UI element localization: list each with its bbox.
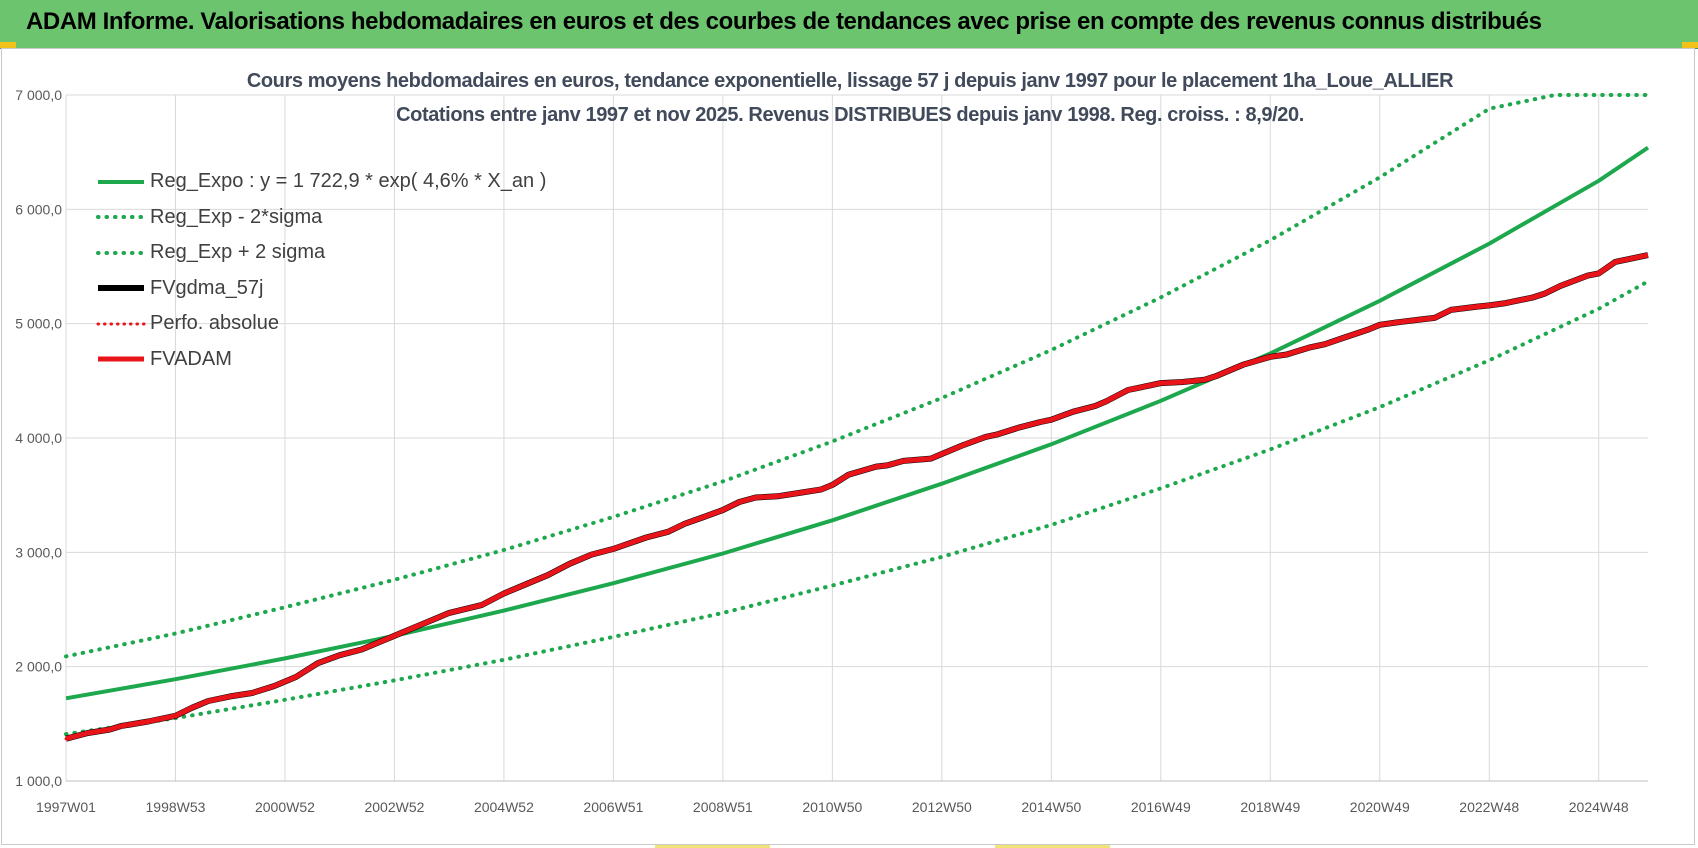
legend-label: Reg_Exp - 2*sigma — [150, 205, 323, 228]
x-tick-label: 2024W48 — [1569, 799, 1629, 815]
legend-item: Reg_Expo : y = 1 722,9 * exp( 4,6% * X_a… — [96, 164, 546, 200]
x-tick-label: 2012W50 — [912, 799, 972, 815]
y-tick-label: 3 000,0 — [15, 544, 62, 560]
y-tick-label: 5 000,0 — [15, 316, 62, 332]
header-banner: ADAM Informe. Valorisations hebdomadaire… — [0, 0, 1698, 49]
y-tick-label: 1 000,0 — [15, 773, 62, 789]
legend-item: Perfo. absolue — [96, 306, 546, 342]
x-tick-label: 2000W52 — [255, 799, 315, 815]
fvadam-line — [65, 252, 1649, 742]
x-tick-label: 2006W51 — [583, 799, 643, 815]
x-tick-label: 2020W49 — [1350, 799, 1410, 815]
x-tick-label: 2014W50 — [1021, 799, 1081, 815]
legend-item: FVADAM — [96, 342, 546, 378]
corner-marker-left — [0, 42, 16, 48]
x-tick-label: 2022W48 — [1459, 799, 1519, 815]
x-tick-label: 2008W51 — [693, 799, 753, 815]
bottom-tab-strip — [995, 845, 1110, 848]
legend-swatch — [96, 322, 146, 326]
chart-subtitle: Cotations entre janv 1997 et nov 2025. R… — [396, 104, 1304, 126]
legend-label: FVgdma_57j — [150, 276, 264, 299]
x-tick-label: 2004W52 — [474, 799, 534, 815]
legend-swatch — [96, 215, 146, 220]
chart-title: Cours moyens hebdomadaires en euros, ten… — [246, 70, 1454, 92]
y-tick-label: 2 000,0 — [15, 659, 62, 675]
reg-exp-plus-2sigma-line — [64, 93, 1650, 659]
x-tick-label: 2002W52 — [364, 799, 424, 815]
chart-frame — [1, 48, 1695, 845]
corner-marker-right — [1682, 42, 1698, 48]
legend-label: Perfo. absolue — [150, 312, 279, 335]
legend-label: Reg_Exp + 2 sigma — [150, 241, 326, 264]
legend-swatch — [96, 250, 146, 255]
legend-label: Reg_Expo : y = 1 722,9 * exp( 4,6% * X_a… — [150, 170, 547, 193]
page-title: ADAM Informe. Valorisations hebdomadaire… — [26, 8, 1542, 35]
legend-label: FVADAM — [150, 347, 232, 370]
reg-expo-line — [65, 145, 1650, 701]
legend-item: Reg_Exp + 2 sigma — [96, 235, 546, 271]
x-tick-label: 1997W01 — [36, 799, 96, 815]
legend-swatch — [98, 285, 144, 292]
legend-swatch — [98, 356, 144, 362]
legend-item: FVgdma_57j — [96, 271, 546, 307]
legend-item: Reg_Exp - 2*sigma — [96, 200, 546, 236]
y-tick-label: 4 000,0 — [15, 430, 62, 446]
x-tick-label: 1998W53 — [146, 799, 206, 815]
x-tick-label: 2016W49 — [1131, 799, 1191, 815]
bottom-tab-strip — [655, 845, 770, 848]
x-tick-label: 2010W50 — [802, 799, 862, 815]
y-tick-label: 7 000,0 — [15, 87, 62, 103]
chart-legend: Reg_Expo : y = 1 722,9 * exp( 4,6% * X_a… — [96, 164, 546, 377]
x-tick-label: 2018W49 — [1240, 799, 1300, 815]
legend-swatch — [98, 179, 144, 184]
y-tick-label: 6 000,0 — [15, 201, 62, 217]
